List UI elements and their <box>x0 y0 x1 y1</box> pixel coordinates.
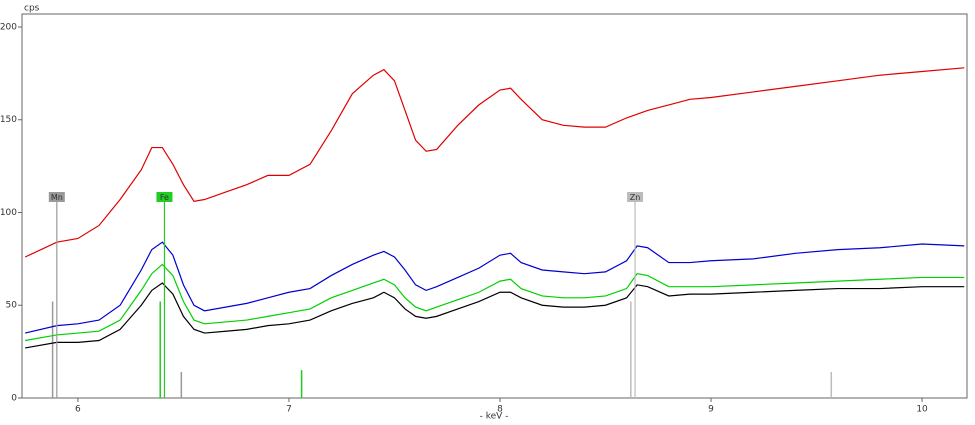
x-tick-label: 6 <box>75 405 81 415</box>
x-tick-label: 7 <box>286 405 292 415</box>
element-label: Fe <box>160 193 169 202</box>
plot-frame <box>21 13 968 399</box>
y-axis-label: cps <box>24 4 40 14</box>
spectrum-line <box>25 282 965 349</box>
y-tick-label: 50 <box>6 301 18 311</box>
element-label-box <box>156 192 173 202</box>
element-label-box <box>48 192 65 202</box>
y-tick-label: 100 <box>0 208 17 218</box>
x-tick-label: 10 <box>916 405 928 415</box>
x-tick-label: 8 <box>497 405 503 415</box>
x-axis-label: - keV - <box>480 412 509 422</box>
x-tick-label: 9 <box>708 405 714 415</box>
element-label-box <box>627 192 644 202</box>
element-label: Zn <box>630 193 641 202</box>
y-tick-label: 150 <box>0 115 17 125</box>
spectrum-line <box>24 67 965 258</box>
y-tick-label: 200 <box>0 22 17 32</box>
spectrum-line <box>25 241 965 334</box>
element-label: Mn <box>51 193 63 202</box>
y-tick-label: 0 <box>11 394 17 404</box>
spectrum-line <box>25 263 965 342</box>
